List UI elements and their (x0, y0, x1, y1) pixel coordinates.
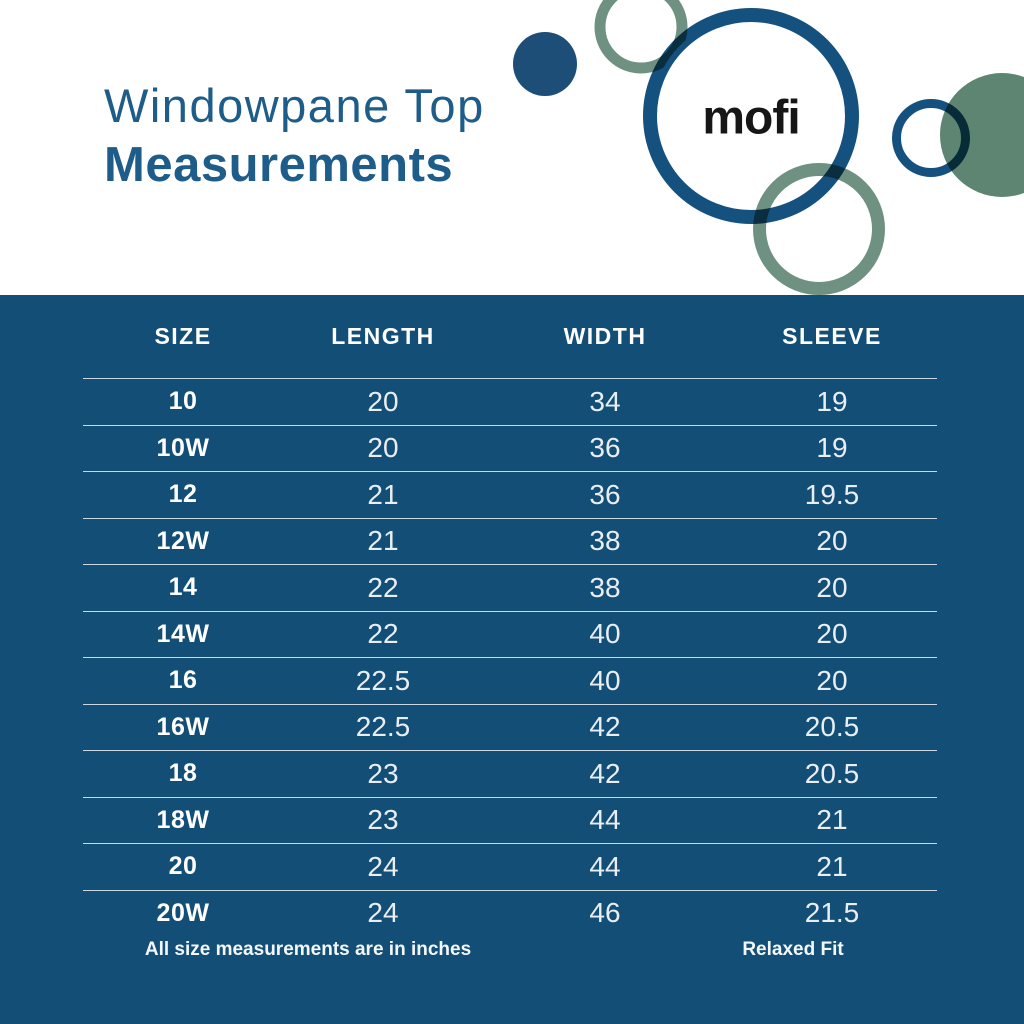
value-cell: 36 (589, 432, 621, 464)
title-line-2: Measurements (104, 138, 454, 192)
value-cell: 19 (816, 432, 848, 464)
value-cell: 22 (367, 618, 399, 650)
value-cell: 20 (816, 571, 848, 603)
value-cell: 22.5 (355, 664, 411, 696)
value-cell: 46 (589, 897, 621, 929)
page-title: Windowpane Top Measurements (104, 76, 485, 194)
table-row: 14 22 38 20 (83, 564, 937, 611)
table-row: 16 22.5 40 20 (83, 657, 937, 704)
size-cell: 14W (156, 619, 210, 648)
value-cell: 20 (816, 525, 848, 557)
value-cell: 21.5 (804, 897, 860, 929)
value-cell: 40 (589, 618, 621, 650)
value-cell: 20 (816, 664, 848, 696)
value-cell: 23 (367, 757, 399, 789)
value-cell: 24 (367, 850, 399, 882)
logo-ring (643, 8, 859, 224)
column-header-length: LENGTH (331, 323, 435, 349)
column-header-sleeve: SLEEVE (782, 323, 882, 349)
value-cell: 38 (589, 571, 621, 603)
sage-ring-top (594, 0, 688, 74)
size-cell: 16W (156, 712, 210, 741)
value-cell: 20 (367, 385, 399, 417)
value-cell: 21 (367, 478, 399, 510)
size-cell: 16 (168, 666, 198, 695)
value-cell: 34 (589, 385, 621, 417)
value-cell: 20 (367, 432, 399, 464)
value-cell: 42 (589, 757, 621, 789)
value-cell: 23 (367, 804, 399, 836)
value-cell: 22 (367, 571, 399, 603)
value-cell: 20 (816, 618, 848, 650)
hero-section: Windowpane Top Measurements mofi (0, 0, 1024, 295)
table-row: 10 20 34 19 (83, 378, 937, 425)
table-row: 14W 22 40 20 (83, 610, 937, 658)
value-cell: 24 (367, 897, 399, 929)
table-row: 10W 20 36 19 (83, 424, 937, 472)
value-cell: 21 (367, 525, 399, 557)
table-row: 16W 22.5 42 20.5 (83, 703, 937, 751)
table-row: 12W 21 38 20 (83, 517, 937, 565)
table-row: 18W 23 44 21 (83, 796, 937, 844)
value-cell: 38 (589, 525, 621, 557)
value-cell: 44 (589, 850, 621, 882)
table-row: 12 21 36 19.5 (83, 471, 937, 518)
units-note: All size measurements are in inches (144, 939, 472, 960)
blue-circle-solid (513, 32, 577, 96)
value-cell: 21 (816, 804, 848, 836)
table-row: 20 24 44 21 (83, 843, 937, 890)
size-cell: 18 (168, 759, 198, 788)
table-row: 20W 24 46 21.5 (83, 889, 937, 937)
sage-ring-bottom (753, 163, 885, 295)
table-header-row: SIZE LENGTH WIDTH SLEEVE (83, 295, 937, 378)
size-cell: 10 (168, 387, 198, 416)
value-cell: 20.5 (804, 711, 860, 743)
column-header-width: WIDTH (563, 323, 647, 349)
column-header-size: SIZE (154, 323, 212, 349)
value-cell: 21 (816, 850, 848, 882)
value-cell: 42 (589, 711, 621, 743)
mofi-logo: mofi (702, 91, 800, 145)
size-cell: 20 (168, 852, 198, 881)
value-cell: 36 (589, 478, 621, 510)
measurements-table: SIZE LENGTH WIDTH SLEEVE 10 20 34 19 10W 20 36… (0, 295, 1024, 1024)
table-body: 10 20 34 19 10W 20 36 19 12 21 36 19.5 12W 21 38 20 14 22… (0, 378, 1024, 936)
value-cell: 40 (589, 664, 621, 696)
title-line-1: Windowpane Top (104, 79, 485, 132)
decorative-circles (513, 0, 1024, 295)
table-row: 18 23 42 20.5 (83, 750, 937, 797)
value-cell: 44 (589, 804, 621, 836)
value-cell: 20.5 (804, 757, 860, 789)
size-cell: 12W (156, 526, 210, 555)
size-cell: 18W (156, 805, 210, 834)
size-cell: 10W (156, 433, 210, 462)
fit-note: Relaxed Fit (742, 939, 844, 960)
size-cell: 12 (168, 480, 198, 509)
value-cell: 19.5 (804, 478, 860, 510)
value-cell: 22.5 (355, 711, 411, 743)
size-cell: 20W (156, 898, 210, 927)
sage-circle-solid (940, 73, 1024, 197)
size-cell: 14 (168, 573, 198, 602)
value-cell: 19 (816, 385, 848, 417)
